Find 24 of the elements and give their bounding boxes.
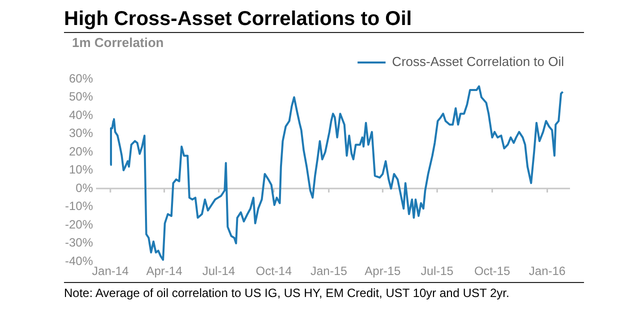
y-tick-label: -10% [65,199,94,214]
text: Note: Average of oil correlation to US IG, US HY, EM Credit, UST 10yr and UST 2yr. [64,286,510,300]
y-tick-label: -40% [65,254,94,268]
y-tick-label: 0% [76,180,94,195]
y-tick-label: 20% [68,144,94,158]
x-tick-label: Oct-14 [256,264,292,278]
x-tick-label: Jan-16 [528,264,566,278]
y-axis-title: 1m Correlation [72,35,165,50]
y-tick-label: -30% [65,236,94,250]
y-tick-label: 30% [68,126,94,140]
x-tick-label: Jan-14 [92,264,130,278]
y-tick-label: 60% [68,71,94,86]
x-tick-label: Jan-15 [310,264,348,278]
x-tick-label: Jul-14 [202,264,236,278]
x-tick-label: Oct-15 [474,264,511,278]
y-tick-label: 10% [68,162,94,177]
y-tick-label: 40% [68,108,94,122]
x-tick-label: Apr-14 [146,264,183,278]
legend-label: Cross-Asset Correlation to Oil [392,54,564,70]
y-tick-label: 50% [68,90,94,104]
x-tick-label: Jul-15 [420,264,454,278]
chart-title: High Cross-Asset Correlations to Oil [64,8,584,33]
x-tick-label: Apr-15 [364,264,402,278]
y-tick-label: -20% [65,217,94,232]
